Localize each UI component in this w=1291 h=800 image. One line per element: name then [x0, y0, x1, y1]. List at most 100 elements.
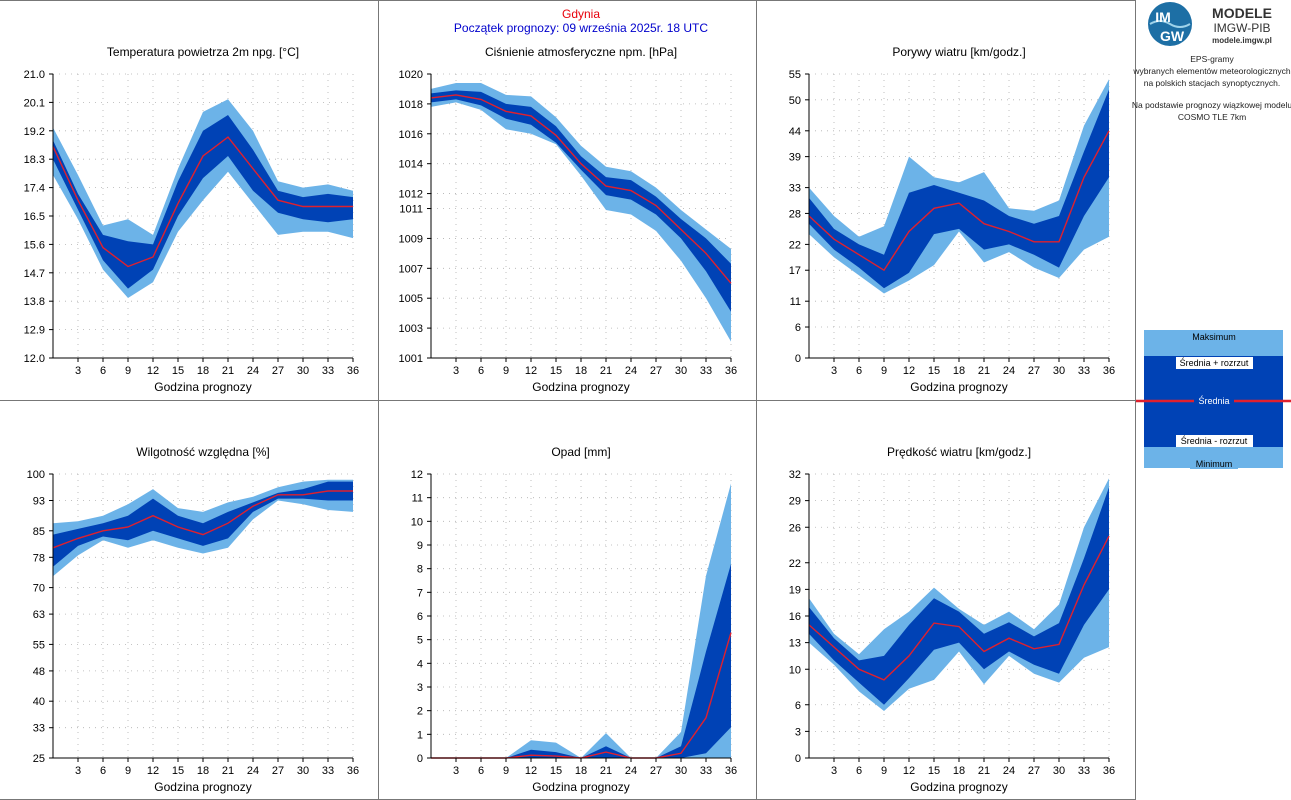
y-tick-label: 17 [789, 265, 801, 277]
x-tick-label: 27 [650, 765, 662, 777]
legend-label-mean-plus-box [1176, 357, 1253, 369]
side-info-line-4: Na podstawie prognozy wiązkowej modelu [1132, 100, 1291, 110]
imgw-logo-badge-top: IM [1155, 9, 1171, 25]
x-axis-label: Godzina prognozy [154, 780, 251, 794]
y-tick-label: 39 [789, 152, 801, 164]
legend-label-max: Maksimum [1192, 332, 1236, 342]
forecast-start: Początek prognozy: 09 września 2025r. 18… [454, 21, 708, 35]
band-spread [809, 487, 1109, 705]
y-tick-label: 1018 [399, 99, 423, 111]
y-tick-label: 10 [789, 664, 801, 676]
y-tick-label: 0 [795, 753, 801, 765]
y-tick-label: 33 [789, 183, 801, 195]
x-tick-label: 21 [978, 765, 990, 777]
mean-line [808, 130, 1110, 272]
y-tick-label: 33 [33, 723, 45, 735]
y-tick-label: 93 [33, 496, 45, 508]
side-info-line-5: COSMO TLE 7km [1178, 112, 1246, 122]
y-tick-label: 55 [33, 639, 45, 651]
side-description: EPS-gramy wybranych elementów meteorolog… [1132, 54, 1291, 122]
x-tick-label: 30 [1053, 365, 1065, 377]
x-tick-label: 6 [856, 365, 862, 377]
y-tick-label: 17.4 [24, 183, 45, 195]
y-tick-label: 1003 [399, 323, 423, 335]
y-tick-label: 1012 [399, 189, 423, 201]
legend-label-max-box [1188, 331, 1240, 342]
y-tick-label: 13 [789, 638, 801, 650]
chart-title-humidity: Wilgotność względna [%] [136, 445, 269, 459]
chart-pressure: Ciśnienie atmosferyczne npm. [hPa]3 6 9 12 1… [399, 45, 738, 394]
mean-line [808, 535, 1110, 681]
y-tick-label: 6 [795, 700, 801, 712]
y-tick-label: 6 [795, 322, 801, 334]
chart-title-pressure: Ciśnienie atmosferyczne npm. [hPa] [485, 45, 677, 59]
y-tick-label: 6 [417, 611, 423, 623]
y-tick-label: 1016 [399, 129, 423, 141]
x-tick-label: 27 [272, 765, 284, 777]
x-tick-label: 15 [550, 765, 562, 777]
x-tick-label: 3 [75, 365, 81, 377]
chart-precipitation: Opad [mm]3 6 9 12 15 18 21 24 27 30 33 360123456789… [411, 445, 737, 794]
x-tick-label: 30 [675, 365, 687, 377]
x-tick-label: 6 [478, 765, 484, 777]
chart-wind-gusts: Porywy wiatru [km/godz.]3 6 9 12 15 18 21 24 27 3… [789, 45, 1115, 394]
chart-title-temperature: Temperatura powietrza 2m npg. [°C] [107, 45, 299, 59]
x-tick-label: 33 [1078, 365, 1090, 377]
x-tick-label: 9 [125, 365, 131, 377]
y-tick-label: 22 [789, 239, 801, 251]
y-tick-label: 18.3 [24, 154, 45, 166]
y-tick-label: 63 [33, 609, 45, 621]
y-tick-label: 48 [33, 666, 45, 678]
y-tick-label: 16.5 [24, 211, 45, 223]
y-tick-label: 20.1 [24, 97, 45, 109]
x-tick-label: 15 [928, 365, 940, 377]
legend-label-mean-minus-box [1176, 435, 1253, 447]
x-tick-label: 24 [625, 765, 637, 777]
x-tick-label: 12 [903, 365, 915, 377]
mean-line [430, 94, 732, 284]
x-tick-label: 36 [347, 365, 359, 377]
imgw-logo-brand: MODELE [1212, 5, 1272, 21]
x-axis-label: Godzina prognozy [532, 380, 629, 394]
y-tick-label: 1014 [399, 159, 423, 171]
y-tick-label: 100 [27, 469, 45, 481]
y-tick-label: 13.8 [24, 296, 45, 308]
x-tick-label: 27 [1028, 765, 1040, 777]
x-tick-label: 36 [1103, 765, 1115, 777]
x-tick-label: 33 [322, 765, 334, 777]
x-tick-label: 24 [1003, 365, 1015, 377]
x-tick-label: 24 [247, 765, 259, 777]
x-tick-label: 33 [700, 765, 712, 777]
y-tick-label: 1011 [399, 204, 423, 216]
x-tick-label: 12 [147, 765, 159, 777]
band-spread [53, 481, 353, 567]
y-tick-label: 85 [33, 526, 45, 538]
x-axis-label: Godzina prognozy [910, 780, 1007, 794]
x-tick-label: 12 [147, 365, 159, 377]
x-tick-label: 33 [1078, 765, 1090, 777]
y-tick-label: 10 [411, 516, 423, 528]
imgw-logo-org: IMGW-PIB [1213, 21, 1270, 35]
y-tick-label: 50 [789, 95, 801, 107]
chart-temperature: Temperatura powietrza 2m npg. [°C] 3 6 9 12 1… [24, 45, 360, 394]
x-tick-label: 30 [297, 365, 309, 377]
y-tick-label: 12.9 [24, 325, 45, 337]
x-tick-label: 3 [831, 365, 837, 377]
y-tick-label: 21.0 [24, 69, 45, 81]
x-tick-label: 18 [953, 765, 965, 777]
y-tick-label: 0 [417, 753, 423, 765]
side-info-line-2: wybranych elementów meteorologicznych [1132, 66, 1291, 76]
x-tick-label: 15 [172, 365, 184, 377]
x-tick-label: 21 [222, 765, 234, 777]
mean-line [52, 490, 353, 549]
x-tick-label: 12 [525, 765, 537, 777]
x-tick-label: 3 [831, 765, 837, 777]
x-tick-label: 36 [725, 765, 737, 777]
y-tick-label: 19.2 [24, 126, 45, 138]
x-tick-label: 15 [928, 765, 940, 777]
y-tick-label: 7 [417, 587, 423, 599]
y-tick-label: 2 [417, 706, 423, 718]
y-tick-label: 44 [789, 126, 801, 138]
y-tick-label: 1001 [399, 353, 423, 365]
